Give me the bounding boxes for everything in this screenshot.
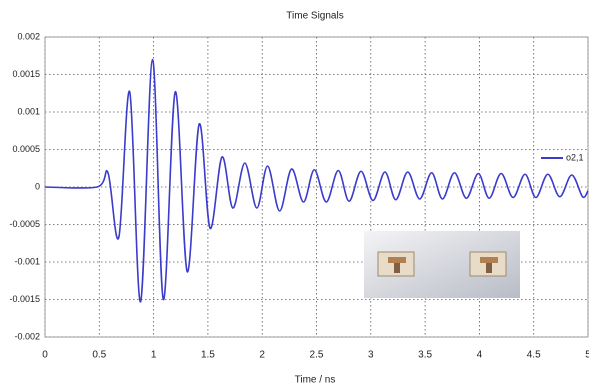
x-tick-label: 0 <box>42 350 48 361</box>
y-tick-label: 0.0015 <box>12 69 40 79</box>
y-tick-label: -0.0005 <box>9 219 40 229</box>
x-axis-label: Time / ns <box>295 375 336 386</box>
y-tick-label: -0.001 <box>14 256 40 266</box>
x-tick-label: 2.5 <box>310 350 324 361</box>
x-tick-label: 4.5 <box>527 350 541 361</box>
x-tick-label: 1 <box>151 350 157 361</box>
x-tick-label: 5 <box>585 350 589 361</box>
inset-image <box>364 231 520 298</box>
x-tick-label: 2 <box>259 350 265 361</box>
chart-title: Time Signals <box>286 11 343 22</box>
chart: Time Signals Time / ns -0.002-0.0015-0.0… <box>0 0 589 389</box>
y-tick-label: 0.001 <box>17 106 40 116</box>
x-tick-label: 3 <box>368 350 374 361</box>
x-tick-label: 3.5 <box>418 350 432 361</box>
inset-icon <box>470 252 506 276</box>
y-tick-label: -0.0015 <box>9 294 40 304</box>
inset-icon <box>378 252 414 276</box>
x-tick-label: 4 <box>477 350 483 361</box>
x-tick-label: 0.5 <box>92 350 106 361</box>
legend-label: o2,1 <box>566 152 584 162</box>
y-tick-label: 0.0005 <box>12 144 40 154</box>
y-tick-label: 0 <box>35 181 40 191</box>
y-tick-label: 0.002 <box>17 31 40 41</box>
x-tick-label: 1.5 <box>201 350 215 361</box>
y-tick-label: -0.002 <box>14 331 40 341</box>
